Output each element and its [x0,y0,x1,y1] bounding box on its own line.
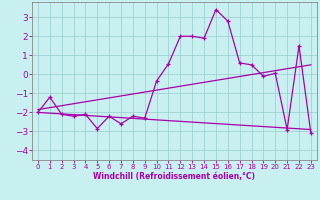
X-axis label: Windchill (Refroidissement éolien,°C): Windchill (Refroidissement éolien,°C) [93,172,255,181]
